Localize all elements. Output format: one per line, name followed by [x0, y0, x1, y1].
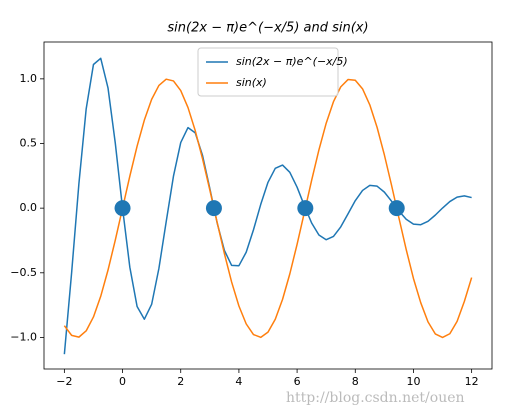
x-tick-label: 4 — [235, 375, 242, 388]
scatter-point — [114, 200, 131, 217]
y-tick-label: −1.0 — [10, 330, 37, 343]
x-tick-label: 0 — [119, 375, 126, 388]
plot-frame — [43, 41, 493, 370]
scatter-point — [388, 200, 405, 217]
x-tick-label: 2 — [177, 375, 184, 388]
series-line — [63, 57, 472, 355]
scatter-point — [297, 200, 314, 217]
y-tick-label: −0.5 — [10, 266, 37, 279]
watermark: http://blog.csdn.net/ouen — [286, 390, 465, 406]
legend-box — [197, 47, 339, 97]
legend-label: sin(x) — [236, 76, 267, 89]
x-tick-label: 10 — [406, 375, 420, 388]
chart-title: sin(2x − π)e^(−x/5) and sin(x) — [167, 21, 368, 36]
x-tick-label: −2 — [56, 375, 72, 388]
scatter-point — [205, 200, 222, 217]
x-tick-label: 6 — [294, 375, 301, 388]
legend-label: sin(2x − π)e^(−x/5) — [236, 55, 348, 68]
y-tick-label: 0.0 — [20, 201, 38, 214]
series-line — [63, 78, 473, 339]
y-tick-label: 1.0 — [20, 72, 38, 85]
x-tick-label: 8 — [352, 375, 359, 388]
x-tick-label: 12 — [465, 375, 479, 388]
y-tick-label: 0.5 — [20, 137, 38, 150]
